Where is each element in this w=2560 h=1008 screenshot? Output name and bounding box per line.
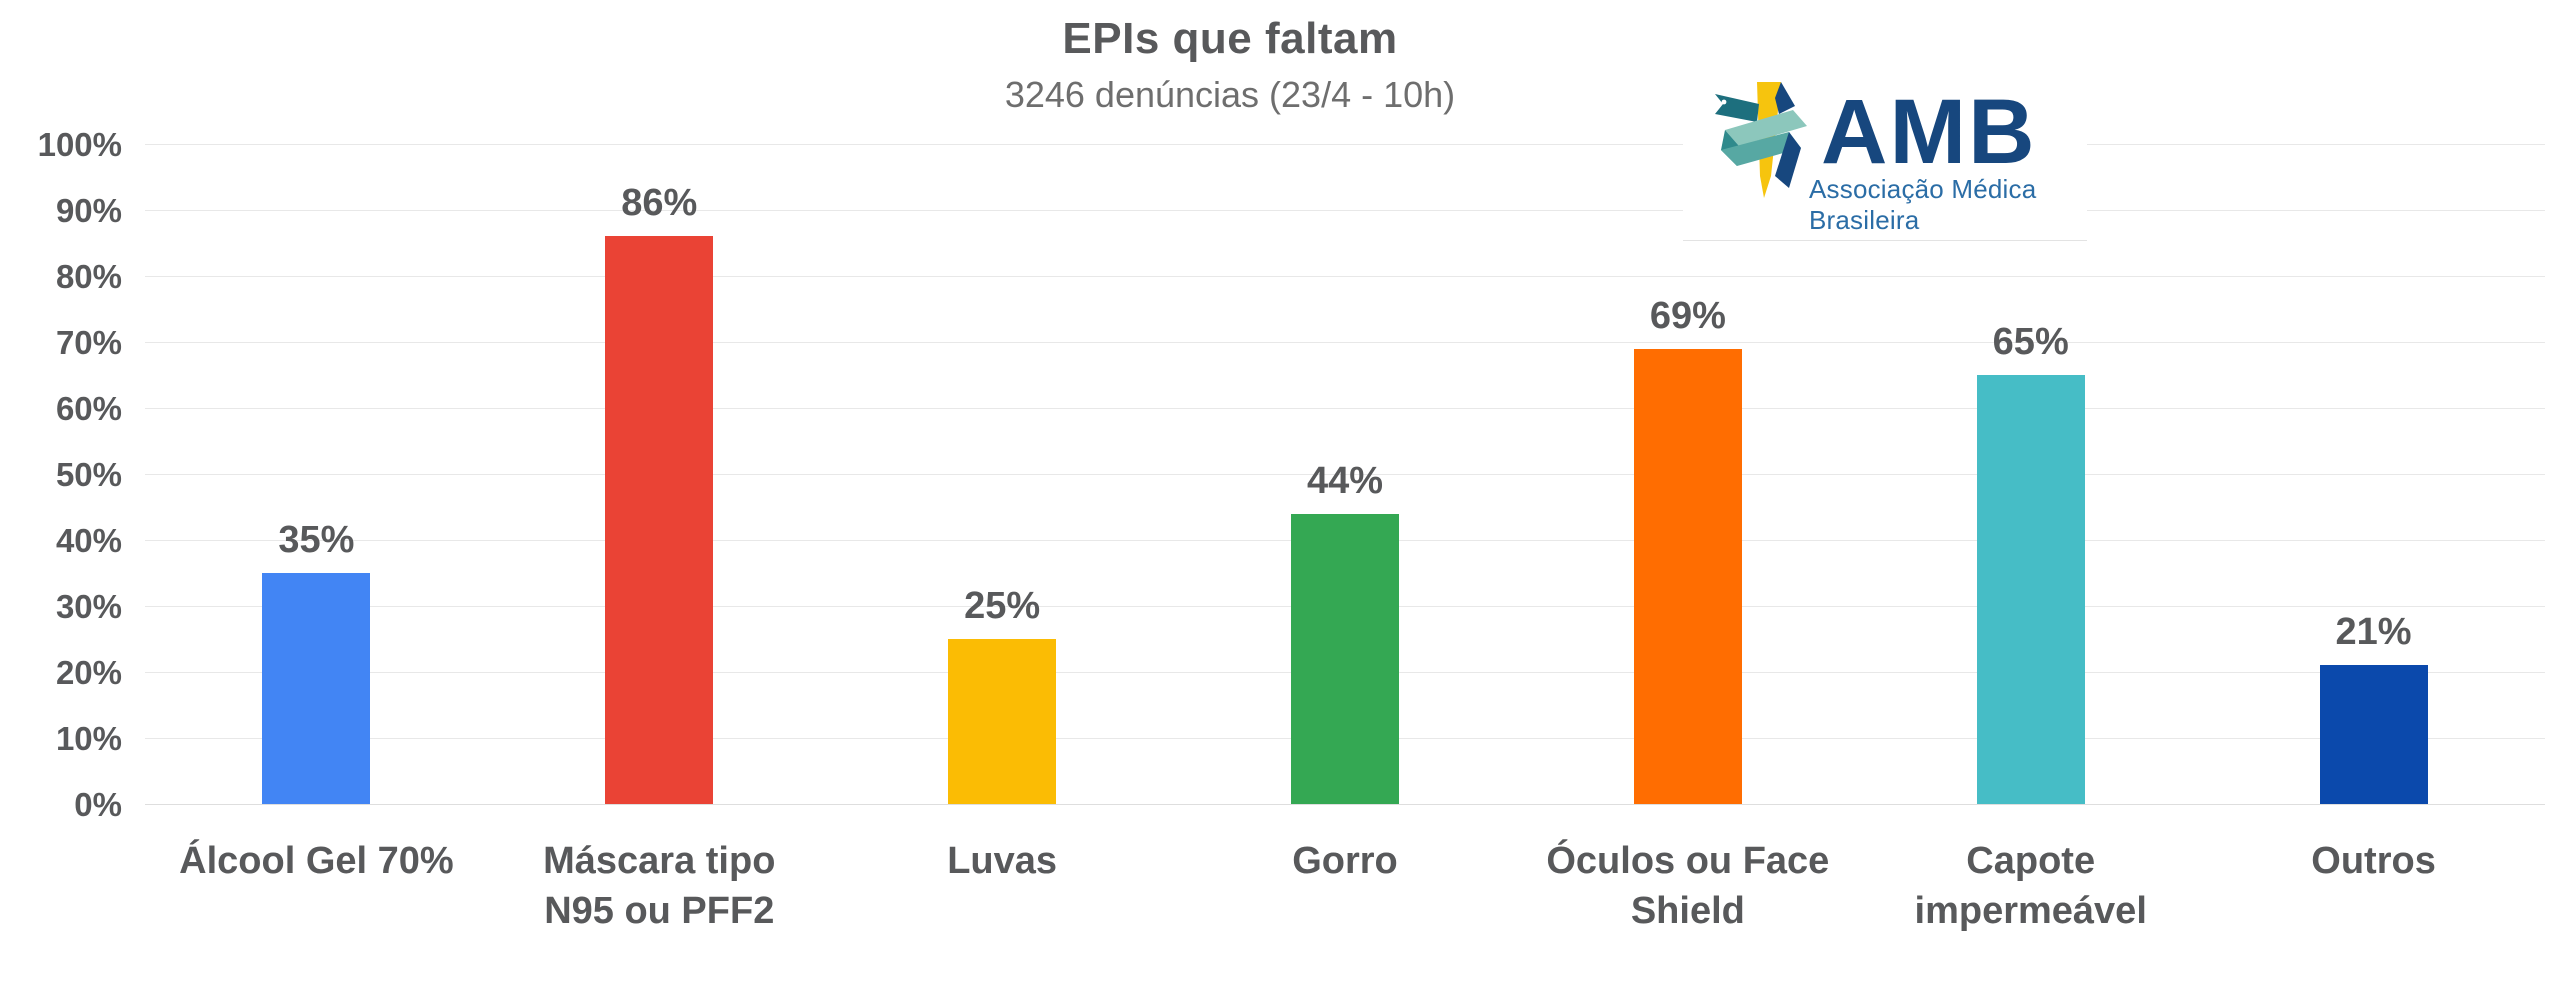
category-label: Álcool Gel 70% (179, 840, 454, 882)
category-label: Capote impermeável (1914, 840, 2147, 932)
gridline (145, 143, 2545, 145)
bar-value-label: 69% (1649, 294, 1726, 337)
bar-value-label: 86% (621, 182, 698, 225)
bar (262, 573, 371, 804)
category-label: Luvas (947, 840, 1058, 882)
bar-value-label: 35% (278, 519, 355, 561)
category-label: Óculos ou Face Shield (1546, 840, 1830, 932)
y-axis-tick-label: 90% (55, 192, 122, 229)
logo-acronym: AMB (1821, 81, 2037, 183)
bar-value-label: 21% (2335, 611, 2412, 654)
y-axis-tick-label: 10% (55, 720, 122, 757)
y-axis-tick-label: 60% (55, 390, 122, 427)
y-axis-tick-label: 100% (37, 126, 122, 163)
chart-title: EPIs que faltam (1062, 14, 1398, 63)
y-axis-tick-label: 70% (55, 324, 122, 361)
y-axis-tick-label: 0% (74, 786, 122, 823)
category-label: Outros (2311, 840, 2436, 882)
y-axis-tick-label: 80% (55, 258, 122, 295)
y-axis-tick-label: 20% (55, 654, 122, 691)
y-axis-tick-label: 40% (55, 522, 122, 559)
caduceus-icon (1715, 82, 1807, 198)
gridline (145, 473, 2545, 475)
bar-value-label: 65% (1992, 321, 2069, 363)
gridline (145, 407, 2545, 409)
bar (1291, 513, 1399, 804)
gridline (145, 209, 2545, 211)
bar (2319, 665, 2428, 804)
title-block: EPIs que faltam 3246 denúncias (23/4 - 1… (0, 14, 2460, 116)
bar (1633, 348, 1742, 804)
gridline (145, 803, 2545, 805)
category-label: Gorro (1292, 840, 1398, 882)
bar-value-label: 25% (964, 585, 1041, 627)
y-axis-tick-label: 50% (55, 456, 122, 493)
chart-subtitle: 3246 denúncias (23/4 - 10h) (1004, 74, 1456, 115)
bar (948, 639, 1057, 804)
y-axis-tick-label: 30% (55, 588, 122, 625)
gridline (145, 275, 2545, 277)
bar (605, 236, 714, 804)
amb-logo: AMB Associação Médica Brasileira (1683, 68, 2087, 241)
bar-value-label: 44% (1306, 459, 1384, 502)
category-label: Máscara tipo N95 ou PFF2 (543, 840, 776, 932)
bar (1976, 375, 2085, 804)
gridline (145, 341, 2545, 343)
logo-tagline: Associação Médica Brasileira (1809, 174, 2037, 235)
